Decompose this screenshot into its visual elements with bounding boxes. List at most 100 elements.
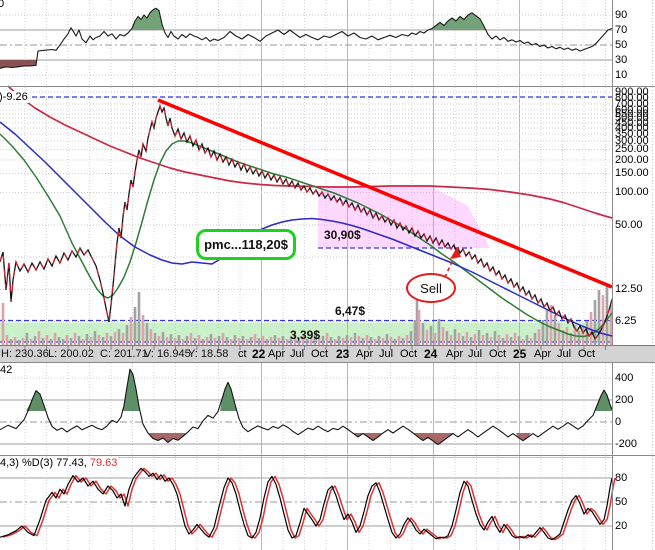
- volume-bar: [417, 310, 421, 345]
- volume-bar: [25, 333, 29, 345]
- volume-bar: [245, 339, 249, 345]
- volume-bar: [213, 338, 217, 345]
- volume-bar: [249, 337, 253, 345]
- volume-bar: [477, 330, 481, 345]
- volume-bar: [509, 337, 513, 345]
- volume-bar: [181, 339, 185, 345]
- sell-marker[interactable]: Sell: [406, 273, 456, 303]
- volume-bar: [33, 336, 37, 345]
- volume-bar: [93, 331, 97, 345]
- volume-bar: [577, 331, 581, 345]
- volume-bar: [253, 334, 257, 345]
- highlight-zone-pink[interactable]: [318, 187, 490, 248]
- zone-price-label: 30,90$: [324, 228, 361, 242]
- trendline[interactable]: [157, 98, 613, 289]
- volume-bar: [489, 337, 493, 345]
- volume-bar: [445, 331, 449, 345]
- volume-bar: [141, 315, 145, 345]
- volume-bar: [413, 320, 417, 345]
- volume-bar: [549, 305, 553, 345]
- volume-bar: [521, 339, 525, 345]
- volume-bar: [221, 333, 225, 345]
- volume-bar: [97, 335, 101, 345]
- volume-bar: [601, 295, 605, 345]
- volume-bar: [165, 337, 169, 345]
- momentum-fill-g2: [122, 369, 140, 411]
- volume-bar: [565, 327, 569, 345]
- volume-bar: [481, 335, 485, 345]
- volume-bar: [429, 326, 433, 345]
- volume-bar: [261, 336, 265, 345]
- volume-bar: [177, 335, 181, 345]
- volume-bar: [505, 334, 509, 345]
- volume-bar: [369, 337, 373, 345]
- volume-bar: [341, 338, 345, 345]
- volume-bar: [5, 335, 9, 345]
- top-oscillator-value-label: 0: [0, 0, 6, 10]
- volume-bar: [77, 336, 81, 345]
- status-low: L: 200.02: [48, 348, 94, 360]
- price-note-annotation[interactable]: pmc...118,20$: [196, 229, 296, 260]
- volume-bar: [409, 331, 413, 345]
- volume-bar: [201, 339, 205, 345]
- volume-bar: [225, 337, 229, 345]
- ma-green: [0, 133, 613, 338]
- series-layer: [0, 7, 616, 541]
- volume-bar: [353, 333, 357, 345]
- volume-bar: [357, 336, 361, 345]
- volume-bar: [461, 336, 465, 345]
- volume-bar: [1, 303, 5, 345]
- volume-bar: [157, 336, 161, 345]
- volume-bar: [537, 329, 541, 345]
- volume-bar: [109, 336, 113, 345]
- volume-bar: [529, 338, 533, 345]
- volume-bar: [145, 323, 149, 345]
- volume-bar: [113, 332, 117, 345]
- ma-blue: [0, 121, 613, 337]
- volume-bar: [365, 335, 369, 345]
- volume-bar: [377, 336, 381, 345]
- support-upper-label: 6,47$: [335, 304, 366, 318]
- volume-bar: [229, 339, 233, 345]
- volume-bar: [425, 330, 429, 345]
- volume-bar: [129, 317, 133, 345]
- momentum-value-label: 42: [0, 364, 14, 376]
- volume-bar: [597, 290, 601, 345]
- stoch-k-line: [0, 467, 613, 541]
- volume-bar: [465, 332, 469, 345]
- volume-bar: [345, 335, 349, 345]
- stoch-d-line: [2, 467, 616, 541]
- volume-bar: [217, 336, 221, 345]
- momentum-line: [0, 368, 613, 446]
- volume-bar: [321, 336, 325, 345]
- volume-bar: [101, 337, 105, 345]
- annotation-layer: [441, 247, 461, 285]
- momentum-fill-g1: [26, 390, 46, 411]
- volume-bar: [437, 319, 441, 345]
- volume-bar: [265, 339, 269, 345]
- volume-bar: [453, 329, 457, 345]
- sell-arrow-line[interactable]: [441, 254, 456, 285]
- volume-bar: [53, 333, 57, 345]
- volume-bar: [457, 333, 461, 345]
- volume-bar: [85, 334, 89, 345]
- volume-bar: [313, 335, 317, 345]
- stochastic-label-values: 4,3) %D(3) 77.43,: [0, 457, 87, 469]
- volume-bar: [349, 337, 353, 345]
- volume-bar: [193, 338, 197, 345]
- support-lower-label: 3,39$: [290, 328, 321, 342]
- volume-bar: [293, 334, 297, 345]
- volume-bar: [197, 335, 201, 345]
- osc-top-line: [0, 7, 613, 69]
- status-volume: V: 16.945: [144, 348, 191, 360]
- volume-bar: [121, 333, 125, 345]
- volume-bar: [57, 337, 61, 345]
- volume-bar: [325, 333, 329, 345]
- volume-bar: [237, 338, 241, 345]
- volume-bar: [305, 339, 309, 345]
- sell-arrow-head-icon[interactable]: [450, 247, 461, 259]
